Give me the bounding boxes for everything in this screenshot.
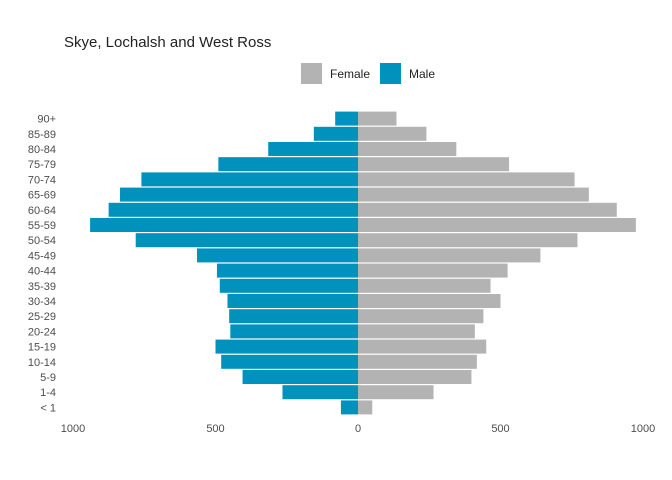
female-bar-85-89 [358,126,427,141]
y-tick-label: 60-64 [28,205,56,217]
y-tick-label: 15-19 [28,342,56,354]
y-tick-label: 25-29 [28,311,56,323]
legend-swatch-female [301,63,322,84]
male-bar-75-79 [218,157,358,172]
male-bar-40-44 [216,263,358,278]
legend-label-female: Female [330,67,370,81]
y-tick-label: < 1 [40,402,56,414]
male-bar-5-9 [242,370,358,384]
chart-legend: Female Male [301,63,435,84]
chart-title: Skye, Lochalsh and West Ross [64,34,271,51]
y-tick-label: 5-9 [40,372,56,384]
female-bar-20-24 [358,324,475,339]
male-bars [90,111,359,415]
x-axis-tick-labels: 1000 500 0 500 1000 [61,423,655,435]
female-bar--1 [358,400,373,415]
y-tick-label: 35-39 [28,281,56,293]
female-bar-5-9 [358,370,472,384]
y-tick-label: 65-69 [28,190,56,202]
male-bar-20-24 [230,324,358,339]
female-bar-70-74 [358,172,575,187]
male-bar-55-59 [90,218,358,232]
male-bar-85-89 [313,126,358,141]
x-tick-label: 500 [206,423,224,435]
female-bar-65-69 [358,187,589,202]
y-tick-label: 45-49 [28,250,56,262]
y-tick-label: 50-54 [28,235,56,247]
male-bar-45-49 [196,248,358,263]
y-tick-label: 1-4 [40,387,56,399]
male-bar-70-74 [141,172,358,187]
y-tick-label: 70-74 [28,174,56,186]
male-bar-90- [335,111,358,126]
female-bar-50-54 [358,233,578,248]
legend-label-male: Male [409,67,435,81]
female-bar-45-49 [358,248,541,263]
male-bar-60-64 [108,202,358,217]
male-bar-65-69 [120,187,359,202]
y-tick-label: 40-44 [28,266,56,278]
female-bar-30-34 [358,294,501,308]
y-tick-label: 90+ [37,114,56,126]
y-tick-label: 85-89 [28,129,56,141]
male-bar--1 [340,400,358,415]
y-tick-label: 10-14 [28,357,56,369]
female-bar-75-79 [358,157,510,172]
male-bar-15-19 [215,339,358,354]
y-tick-label: 55-59 [28,220,56,232]
female-bar-90- [358,111,397,126]
female-bar-25-29 [358,309,484,324]
x-tick-label: 1000 [631,423,655,435]
female-bar-40-44 [358,263,508,278]
male-bar-25-29 [229,309,358,324]
female-bars [358,111,636,415]
male-bar-30-34 [227,294,358,308]
male-bar-1-4 [282,385,358,400]
male-bar-35-39 [219,278,358,293]
x-tick-label: 0 [355,423,361,435]
female-bar-55-59 [358,218,636,232]
female-bar-80-84 [358,142,457,156]
female-bar-1-4 [358,385,434,400]
x-tick-label: 1000 [61,423,85,435]
female-bar-35-39 [358,278,491,293]
male-bar-50-54 [135,233,358,248]
y-tick-label: 20-24 [28,326,56,338]
female-bar-60-64 [358,202,617,217]
x-tick-label: 500 [491,423,509,435]
male-bar-10-14 [221,354,358,369]
y-tick-label: 75-79 [28,159,56,171]
y-tick-label: 30-34 [28,296,56,308]
y-axis-tick-labels: < 1 1-4 5-9 10-14 15-19 20-24 25-29 30-34 35-39 4… [28,114,56,415]
y-tick-label: 80-84 [28,144,56,156]
female-bar-15-19 [358,339,487,354]
legend-swatch-male [380,63,401,84]
female-bar-10-14 [358,354,477,369]
male-bar-80-84 [268,142,358,156]
